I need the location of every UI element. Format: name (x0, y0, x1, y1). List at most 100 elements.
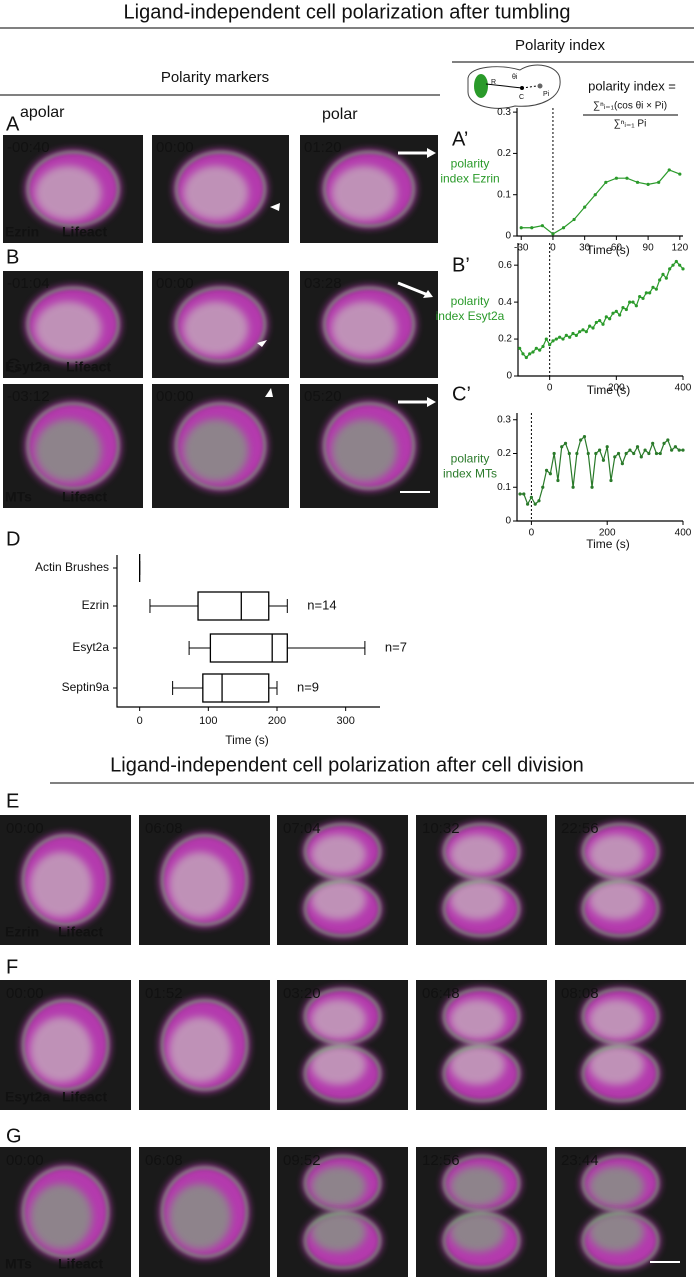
micrograph (152, 271, 289, 378)
category-label: Actin Brushes (35, 560, 109, 574)
cell-edge (161, 834, 248, 926)
micrograph (0, 815, 131, 945)
cell-edge (304, 880, 381, 937)
data-point (601, 458, 606, 462)
cell-marker (311, 1166, 367, 1207)
data-point (647, 451, 651, 456)
data-point (624, 451, 628, 456)
section-header: Polarity markers (161, 69, 269, 86)
cell-edge (22, 834, 109, 926)
n-label: n=14 (307, 597, 336, 612)
data-point (635, 445, 640, 449)
data-point (661, 272, 665, 277)
timestamp: 06:48 (422, 985, 460, 1002)
data-point (616, 451, 621, 456)
data-point (518, 346, 522, 350)
y-axis-label: index Ezrin (440, 172, 499, 186)
panel-letter: B’ (452, 254, 470, 276)
x-tick-label: 120 (671, 243, 688, 254)
x-tick-label: 100 (199, 715, 217, 727)
y-axis-label: polarity (451, 294, 490, 308)
timestamp: -01:04 (7, 275, 50, 292)
data-point (632, 451, 636, 456)
x-tick-label: -30 (514, 243, 529, 254)
micrographs: -00:40 00:00 01:20 A Ezrin Lifeact -01:04 00:00… (0, 113, 686, 1277)
data-point (614, 309, 618, 313)
micrograph (0, 980, 131, 1110)
cell-marker (34, 419, 102, 482)
data-point (529, 495, 534, 499)
micrograph (416, 815, 547, 945)
data-point (681, 448, 685, 452)
timestamp: 00:00 (156, 388, 194, 405)
timestamp: 23:44 (561, 1152, 599, 1169)
data-point (651, 441, 655, 445)
micrograph (0, 1147, 131, 1277)
axis (517, 243, 683, 377)
cell-marker (311, 999, 367, 1040)
cell-edge (304, 1045, 381, 1102)
data-point (681, 267, 685, 271)
data-point (567, 451, 571, 456)
data-point (526, 502, 530, 506)
category-label: Septin9a (62, 680, 110, 694)
micrograph (3, 135, 143, 243)
x-tick-label: 400 (675, 528, 692, 539)
x-tick-label: 200 (268, 715, 286, 727)
cell-edge (443, 988, 520, 1045)
data-point (579, 438, 583, 442)
data-point (628, 300, 632, 304)
micrograph (139, 980, 270, 1110)
cell-edge (323, 402, 415, 490)
cell-edge (22, 1166, 109, 1258)
data-point (556, 478, 560, 483)
box (209, 633, 288, 663)
cell-marker (311, 834, 367, 875)
cell-edge (304, 988, 381, 1045)
data-point (648, 291, 652, 295)
data-point (634, 304, 638, 308)
cell-marker (450, 999, 506, 1040)
data-point (563, 441, 568, 445)
data-point (646, 182, 650, 186)
data-point (677, 448, 681, 452)
polar-label: polar (322, 106, 358, 123)
data-point (598, 448, 602, 452)
timestamp: 00:00 (6, 985, 44, 1002)
channel-label: Ezrin (5, 224, 39, 240)
cell-marker (34, 301, 102, 356)
data-point (654, 287, 658, 291)
timestamp: 00:00 (6, 820, 44, 837)
data-point (581, 328, 585, 332)
micrograph (277, 815, 408, 945)
channel-label: Lifeact (58, 924, 103, 940)
micrograph (416, 1147, 547, 1277)
data-point (560, 445, 564, 449)
cell-marker (450, 880, 506, 921)
data-point (530, 226, 534, 230)
data-point (628, 448, 632, 452)
data-point (534, 346, 538, 350)
data-point (658, 451, 662, 456)
channel-label: Lifeact (66, 359, 111, 375)
cell-marker (589, 880, 645, 921)
data-point (601, 322, 605, 326)
data-point (620, 462, 624, 466)
panel-letter: A’ (452, 128, 468, 150)
cell-marker (168, 851, 232, 918)
x-tick-label: 200 (608, 383, 625, 394)
y-tick-label: 0.1 (497, 482, 511, 493)
timestamp: 22:56 (561, 820, 599, 837)
data-point (631, 300, 635, 304)
panel-letter: G (6, 1125, 22, 1147)
cell-edge (443, 880, 520, 937)
category-label: Esyt2a (72, 640, 109, 654)
cell-edge (304, 1155, 381, 1212)
n-label: n=9 (297, 679, 319, 694)
y-tick-label: 0.2 (497, 448, 511, 459)
data-point (641, 296, 645, 301)
channel-label: Lifeact (62, 224, 107, 240)
centroid (520, 86, 524, 90)
data-point (588, 324, 592, 328)
data-point (594, 451, 598, 456)
